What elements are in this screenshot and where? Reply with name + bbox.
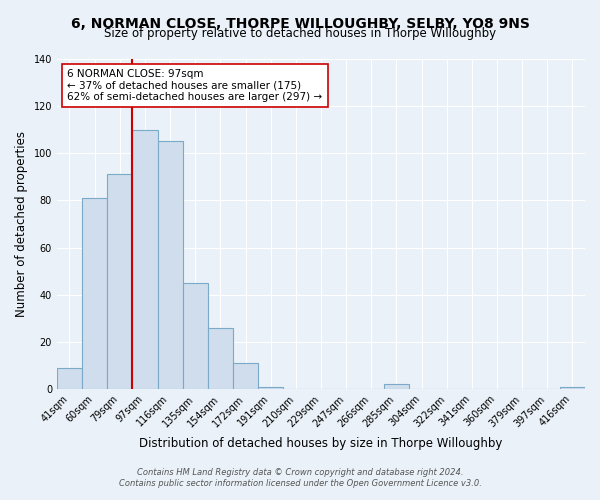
Bar (133, 130, 158, 389)
Bar (107, 174, 133, 389)
Bar (233, 363, 258, 389)
Bar (158, 142, 182, 389)
Bar (182, 283, 208, 389)
Bar (258, 386, 283, 389)
Text: 6 NORMAN CLOSE: 97sqm
← 37% of detached houses are smaller (175)
62% of semi-det: 6 NORMAN CLOSE: 97sqm ← 37% of detached … (67, 69, 323, 102)
Bar (208, 328, 233, 389)
Y-axis label: Number of detached properties: Number of detached properties (15, 131, 28, 317)
X-axis label: Distribution of detached houses by size in Thorpe Willoughby: Distribution of detached houses by size … (139, 437, 503, 450)
Text: Size of property relative to detached houses in Thorpe Willoughby: Size of property relative to detached ho… (104, 28, 496, 40)
Bar (560, 386, 585, 389)
Bar (82, 198, 107, 389)
Text: 6, NORMAN CLOSE, THORPE WILLOUGHBY, SELBY, YO8 9NS: 6, NORMAN CLOSE, THORPE WILLOUGHBY, SELB… (71, 18, 529, 32)
Text: Contains HM Land Registry data © Crown copyright and database right 2024.
Contai: Contains HM Land Registry data © Crown c… (119, 468, 481, 487)
Bar (57, 368, 82, 389)
Bar (384, 384, 409, 389)
